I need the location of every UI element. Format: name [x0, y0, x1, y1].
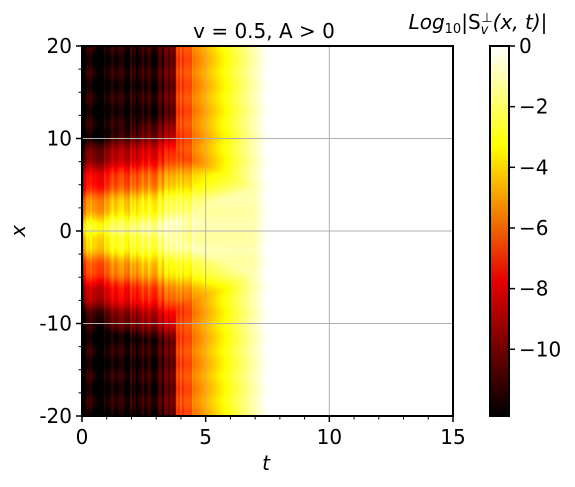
x-tick-label-0: 0	[76, 425, 89, 449]
y-tick-label-0: 20	[47, 34, 72, 58]
colorbar-tick-label-4: −8	[519, 277, 548, 301]
colorbar-ticks: 0 −2 −4 −6 −8 −10	[509, 34, 561, 361]
y-axis-ticks: 20 10 0 -10 -20	[39, 34, 82, 428]
y-axis-label: x	[6, 225, 30, 238]
colorbar-label: Log10|Sv⊥(x, t)|	[409, 10, 548, 38]
colorbar-label-body-sup: ⊥	[481, 11, 492, 26]
colorbar: 0 −2 −4 −6 −8 −10 Log10|Sv⊥(x, t)|	[409, 10, 561, 417]
colorbar-tick-label-0: 0	[519, 34, 532, 58]
x-tick-label-1: 5	[199, 425, 212, 449]
x-tick-label-2: 10	[317, 425, 342, 449]
colorbar-tick-label-3: −6	[519, 216, 548, 240]
y-tick-label-3: -10	[39, 312, 72, 336]
colorbar-gradient	[490, 46, 509, 416]
colorbar-frame	[489, 45, 510, 417]
chart-title: v = 0.5, A > 0	[193, 19, 335, 43]
grid-lines	[82, 46, 453, 416]
x-axis-label: t	[262, 451, 271, 475]
y-tick-label-2: 0	[59, 219, 72, 243]
colorbar-label-body: |S	[461, 10, 480, 34]
colorbar-tick-label-2: −4	[519, 155, 548, 179]
y-tick-label-4: -20	[39, 404, 72, 428]
colorbar-label-tail: (x, t)|	[493, 10, 548, 34]
colorbar-tick-label-1: −2	[519, 95, 548, 119]
colorbar-tick-label-5: −10	[519, 337, 561, 361]
x-tick-label-3: 15	[440, 425, 465, 449]
x-axis-ticks: 0 5 10 15	[76, 416, 466, 449]
colorbar-label-body-sub: v	[481, 23, 489, 38]
colorbar-label-prefix: Log	[409, 10, 445, 34]
y-tick-label-1: 10	[47, 127, 72, 151]
plot-area: 0 5 10 15 20 10 0 -10 -20	[39, 34, 465, 449]
colorbar-label-subscript: 10	[445, 22, 462, 37]
